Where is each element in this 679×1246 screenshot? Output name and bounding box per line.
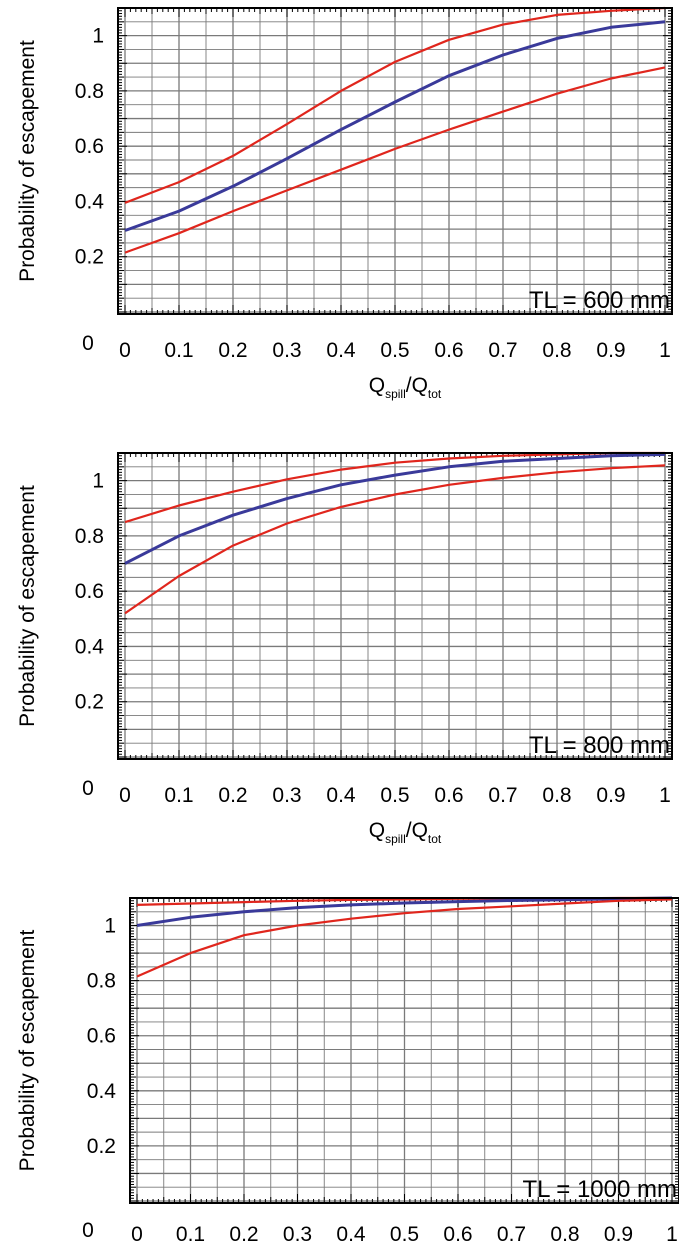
x-tick-label: 1 [666, 1223, 678, 1246]
y-tick-label: 0.4 [87, 1080, 117, 1103]
y-tick-label: 0.2 [75, 246, 104, 269]
x-tick-label: 0.2 [218, 784, 247, 807]
x-tick-label: 0.1 [164, 339, 193, 362]
panel-annotation: TL = 600 mm [529, 287, 670, 314]
y-axis-title: Probability of escapement [16, 40, 39, 282]
y-tick-label: 0.8 [87, 970, 116, 993]
panel-annotation: TL = 800 mm [529, 732, 670, 759]
y-tick-label: 1 [92, 25, 104, 48]
x-tick-label: 0.6 [443, 1223, 472, 1246]
series-line-center [124, 20, 666, 232]
grid [130, 897, 679, 1203]
x-tick-label: 0.2 [229, 1223, 258, 1246]
x-tick-label: 0.5 [380, 784, 409, 807]
x-tick-label: 0.9 [596, 339, 625, 362]
y-tick-label: 0.4 [75, 635, 105, 658]
x-tick-label: 0.7 [488, 784, 517, 807]
series-line-center [136, 896, 673, 927]
x-tick-label: 0.9 [596, 784, 625, 807]
x-tick-label: 0.3 [272, 339, 301, 362]
x-axis-title: Qspill/Qtot [369, 374, 442, 401]
x-tick-label: 0.4 [336, 1223, 366, 1246]
x-tick-label: 1 [659, 339, 671, 362]
plot-frame [117, 452, 673, 760]
chart-panel-1: TL = 600 mm 0.2 0.4 0.6 0.8 1 0 0 0.1 0.2 0.3 0.4 0.… [16, 6, 673, 401]
series-line-upper [124, 6, 666, 204]
series-line-lower [124, 464, 666, 615]
y-tick-label: 0.2 [75, 691, 104, 714]
y-tick-label: 0.4 [75, 190, 105, 213]
panel-annotation: TL = 1000 mm [522, 1176, 677, 1203]
x-tick-label: 0.3 [283, 1223, 312, 1246]
y-tick-label-zero: 0 [82, 777, 94, 800]
x-tick-label: 0.4 [326, 784, 356, 807]
x-tick-label: 0.1 [176, 1223, 205, 1246]
chart-panel-2: TL = 800 mm 0.2 0.4 0.6 0.8 1 0 0 0.1 0.2 0.3 0.4 0.… [16, 451, 673, 846]
plot-frame [129, 897, 679, 1204]
y-axis-title: Probability of escapement [16, 485, 39, 727]
x-tick-label: 0.7 [488, 339, 517, 362]
x-tick-label: 0 [119, 339, 131, 362]
x-tick-label: 0.8 [550, 1223, 579, 1246]
series-line-lower [124, 66, 666, 254]
x-tick-label: 0.4 [326, 339, 356, 362]
y-tick-label-zero: 0 [82, 332, 94, 355]
y-tick-label: 0.2 [87, 1135, 116, 1158]
x-tick-label: 0.8 [542, 339, 571, 362]
y-axis-title: Probability of escapement [16, 930, 39, 1172]
chart-panel-3: TL = 1000 mm 0.2 0.4 0.6 0.8 1 0 0 0.1 0.2 0.3 0.4 0… [16, 896, 679, 1246]
x-tick-label: 0.1 [164, 784, 193, 807]
x-tick-label: 1 [659, 784, 671, 807]
x-tick-label: 0.2 [218, 339, 247, 362]
y-tick-label: 0.8 [75, 80, 104, 103]
y-tick-label: 1 [104, 915, 116, 938]
x-tick-label: 0.6 [434, 339, 463, 362]
plot-frame [117, 7, 673, 315]
y-tick-label: 0.6 [87, 1025, 116, 1048]
x-tick-label: 0.8 [542, 784, 571, 807]
x-tick-label: 0.9 [604, 1223, 633, 1246]
x-tick-label: 0.6 [434, 784, 463, 807]
y-tick-label: 0.6 [75, 580, 104, 603]
x-tick-label: 0.5 [380, 339, 409, 362]
x-axis-title: Qspill/Qtot [369, 819, 442, 846]
series-line-lower [136, 898, 673, 978]
series-line-center [124, 452, 666, 565]
y-tick-label: 1 [92, 470, 104, 493]
y-tick-label-zero: 0 [82, 1219, 94, 1242]
x-tick-label: 0.7 [497, 1223, 526, 1246]
x-tick-label: 0 [119, 784, 131, 807]
x-tick-label: 0.5 [390, 1223, 419, 1246]
y-tick-label: 0.6 [75, 135, 104, 158]
x-tick-label: 0.3 [272, 784, 301, 807]
x-tick-label: 0 [131, 1223, 143, 1246]
y-tick-label: 0.8 [75, 525, 104, 548]
